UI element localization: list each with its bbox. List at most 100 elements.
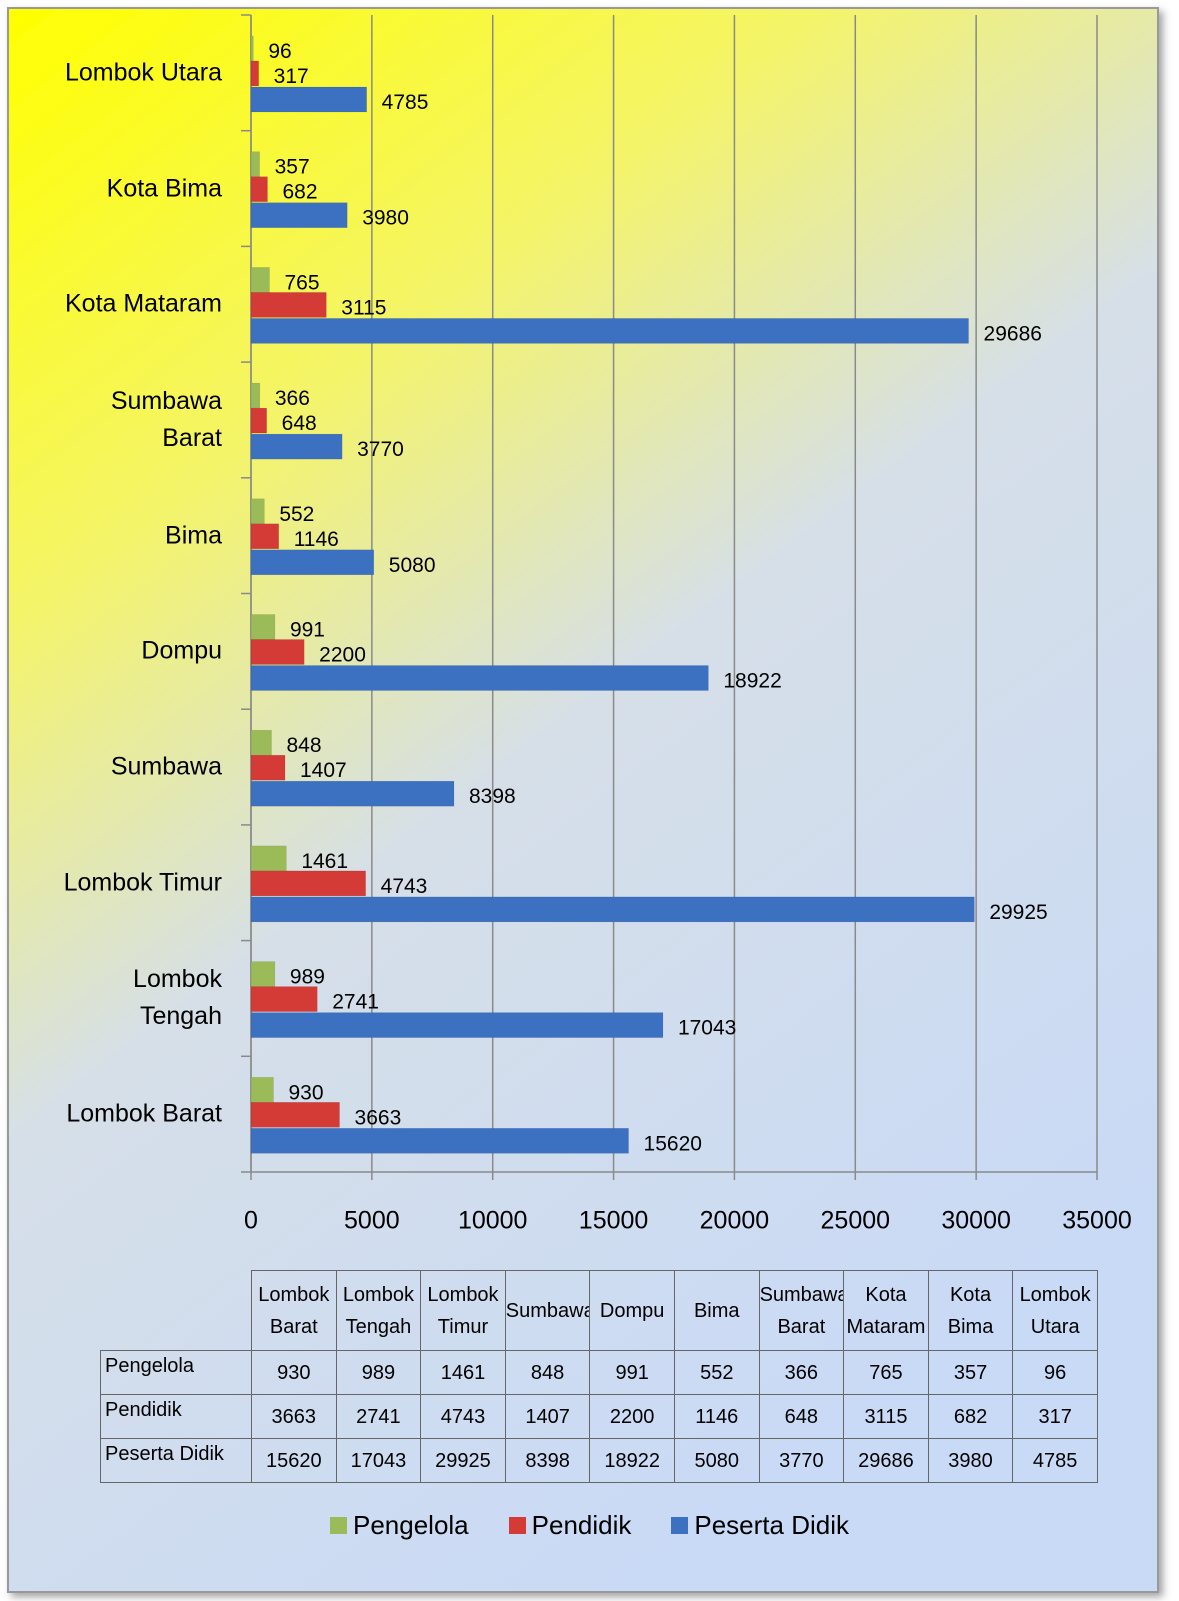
table-cell: 2741 — [335, 1394, 422, 1439]
table-header: Lombok Tengah — [335, 1270, 422, 1351]
table-header: Kota Mataram — [843, 1270, 929, 1351]
data-label: 682 — [282, 181, 317, 204]
data-label: 3663 — [355, 1106, 402, 1129]
bar — [250, 1128, 629, 1154]
table-cell: 18922 — [589, 1438, 675, 1483]
y-tick-label: Lombok Tengah — [133, 965, 222, 1031]
data-label: 2200 — [319, 644, 366, 667]
bar — [250, 86, 367, 113]
y-tick-label: Sumbawa — [110, 752, 222, 781]
bar — [250, 433, 343, 460]
data-label: 5080 — [389, 554, 436, 577]
bar — [250, 151, 260, 177]
bar — [250, 1012, 664, 1038]
data-label: 848 — [286, 734, 321, 757]
bar — [250, 870, 366, 897]
y-tick-label: Kota Mataram — [64, 289, 222, 318]
bar — [250, 407, 267, 434]
bar — [250, 35, 254, 62]
legend-item: Pengelola — [329, 1510, 469, 1541]
table-cell: 1146 — [673, 1394, 760, 1439]
table-row: Pendidik 3663 2741 4743 1407 2200 1146 648 3115 6… — [100, 1394, 1098, 1439]
bar — [250, 780, 455, 807]
legend-item: Pendidik — [508, 1510, 632, 1541]
x-tick-label: 20000 — [700, 1207, 770, 1235]
table-cell: 96 — [1012, 1350, 1098, 1395]
table-header-row: Lombok Barat Lombok Tengah Lombok Timur Sum… — [100, 1270, 1098, 1351]
table-cell: 8398 — [504, 1438, 591, 1483]
y-tick-label: Bima — [165, 521, 222, 550]
x-tick-label: 0 — [244, 1207, 258, 1235]
data-label: 989 — [290, 966, 325, 989]
bar — [250, 382, 261, 409]
data-label: 366 — [275, 387, 310, 410]
table-row-header: Peserta Didik — [100, 1438, 252, 1483]
data-label: 2741 — [332, 991, 379, 1014]
table-cell: 3770 — [758, 1438, 845, 1483]
y-tick-label: Lombok Barat — [66, 1099, 222, 1128]
y-tick-label: Kota Bima — [106, 174, 222, 203]
legend-swatch — [671, 1517, 689, 1534]
legend-label: Pendidik — [531, 1510, 632, 1540]
x-tick-label: 5000 — [344, 1207, 400, 1235]
table-cell: 4785 — [1012, 1438, 1098, 1483]
bar — [250, 1077, 274, 1103]
legend-swatch — [329, 1517, 347, 1534]
data-label: 317 — [274, 65, 309, 88]
table-header: Sumbawa Barat — [758, 1270, 845, 1351]
bar — [250, 292, 327, 318]
table-cell: 17043 — [335, 1438, 422, 1483]
data-label: 8398 — [469, 785, 516, 808]
data-label: 1146 — [294, 528, 339, 551]
data-label: 1407 — [300, 759, 347, 782]
table-row-header: Pendidik — [100, 1394, 252, 1439]
data-label: 1461 — [301, 850, 348, 873]
table-cell: 1461 — [420, 1350, 506, 1395]
bar — [250, 961, 276, 987]
data-label: 648 — [282, 412, 317, 435]
data-label: 96 — [268, 40, 291, 63]
bar — [250, 267, 270, 293]
table-cell: 3115 — [843, 1394, 929, 1439]
data-label: 357 — [275, 156, 310, 179]
data-label: 29925 — [989, 901, 1047, 924]
bar — [250, 729, 272, 756]
data-label: 3980 — [362, 207, 409, 230]
bar — [250, 318, 969, 344]
bar — [250, 986, 318, 1012]
table-cell: 848 — [504, 1350, 591, 1395]
table-header: Kota Bima — [927, 1270, 1014, 1351]
legend-label: Peserta Didik — [694, 1510, 849, 1540]
data-label: 552 — [279, 503, 314, 526]
data-table: Lombok Barat Lombok Tengah Lombok Timur Sum… — [100, 1270, 1098, 1483]
legend: Pengelola Pendidik Peserta Didik — [0, 1510, 1179, 1541]
table-header: Lombok Timur — [420, 1270, 506, 1351]
table-header: Lombok Utara — [1012, 1270, 1098, 1351]
legend-label: Pengelola — [352, 1510, 469, 1540]
x-tick-label: 30000 — [941, 1207, 1011, 1235]
table-cell: 15620 — [251, 1438, 337, 1483]
table-cell: 682 — [927, 1394, 1014, 1439]
table-cell: 552 — [673, 1350, 760, 1395]
y-tick-label: Dompu — [141, 636, 222, 665]
table-cell: 3663 — [251, 1394, 337, 1439]
table-cell: 648 — [758, 1394, 845, 1439]
data-label: 3115 — [341, 296, 386, 319]
y-tick-label: Lombok Timur — [63, 868, 222, 897]
table-cell: 930 — [251, 1350, 337, 1395]
bar — [250, 665, 709, 691]
data-label: 17043 — [678, 1017, 736, 1040]
table-header: Lombok Barat — [251, 1270, 337, 1351]
x-tick-label: 15000 — [579, 1207, 649, 1235]
table-cell: 29686 — [843, 1438, 929, 1483]
y-tick-label: Sumbawa Barat — [110, 386, 222, 452]
bar — [250, 176, 268, 202]
legend-item: Peserta Didik — [671, 1510, 849, 1541]
data-label: 4785 — [382, 91, 429, 114]
bar — [250, 498, 265, 525]
table-cell: 765 — [843, 1350, 929, 1395]
bar — [250, 1102, 340, 1128]
table-header: Sumbawa — [504, 1270, 591, 1351]
x-tick-label: 35000 — [1062, 1207, 1132, 1235]
table-cell: 317 — [1012, 1394, 1098, 1439]
